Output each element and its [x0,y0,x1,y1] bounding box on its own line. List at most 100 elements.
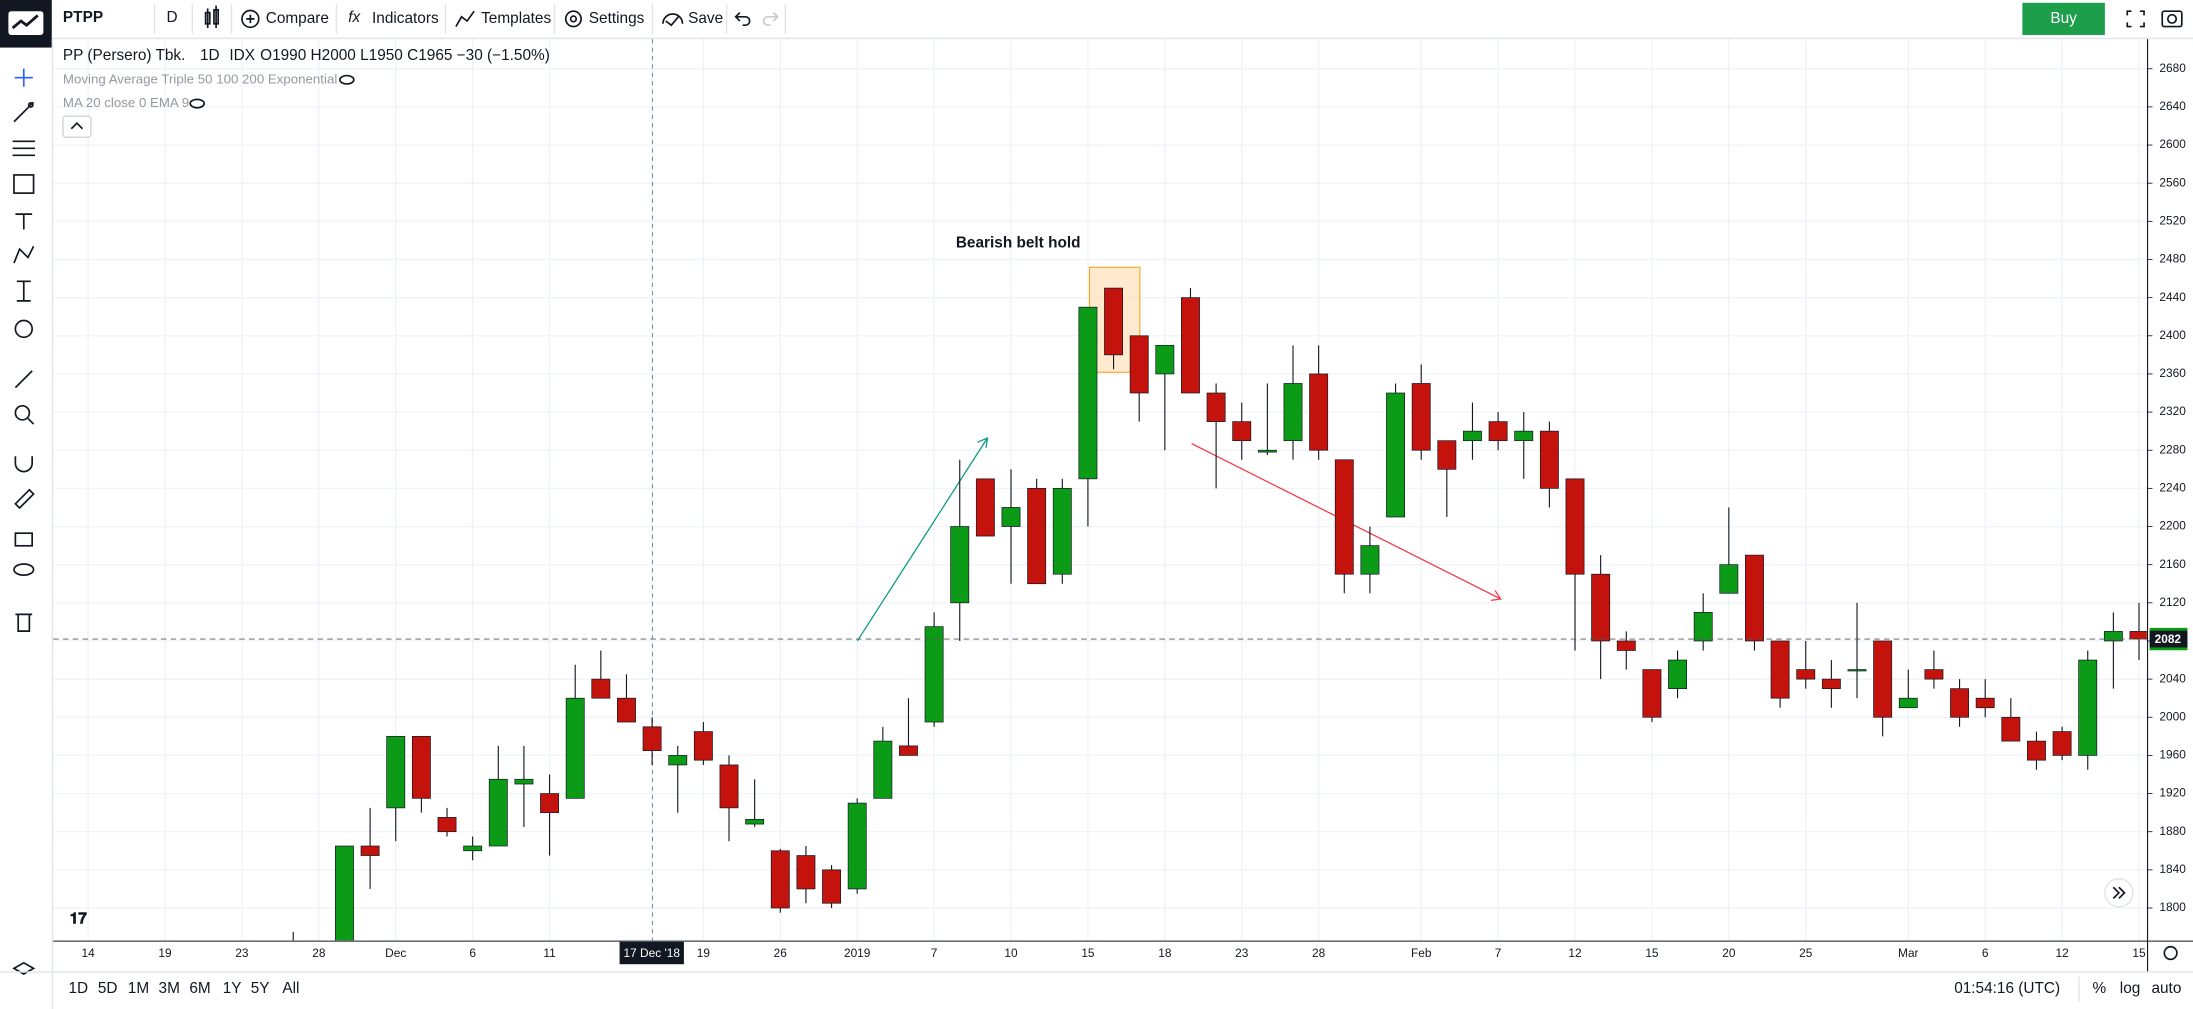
candle-body [770,850,790,909]
x-tick-label: 26 [774,946,788,960]
y-tick-label: 2560 [2159,175,2186,189]
candle-body [2103,631,2123,642]
y-tick-label: 1800 [2159,900,2186,914]
x-tick-label: 15 [1645,946,1659,960]
x-tick-label: Feb [1411,946,1432,960]
legend-exchange: IDX [229,47,255,64]
x-tick-label: 28 [1312,946,1326,960]
compare-plus [246,14,255,24]
redo-button[interactable] [762,12,779,27]
candle-body [1360,545,1380,575]
candle-body [1539,430,1559,489]
candle-body [1488,421,1508,442]
candles-layer [292,287,2147,941]
candle-body [899,745,918,756]
snapshot-lens [2166,13,2178,24]
candle-body [591,678,611,699]
candle-body [540,793,560,813]
fx-icon: fx [348,9,361,26]
indicator-label[interactable]: Moving Average Triple 50 100 200 Exponen… [63,71,337,86]
candle-body [668,755,688,766]
candle-body [1078,306,1098,480]
candle-body [822,869,842,904]
y-tick-label: 2360 [2159,366,2186,380]
x-tick-label: 12 [2055,946,2068,960]
candle-body [437,817,457,833]
collapse-icon [70,121,84,130]
templates-button[interactable]: Templates [481,10,551,27]
y-tick-label: 2040 [2159,671,2186,685]
x-tick-label: 15 [1081,946,1095,960]
collapse-button[interactable] [62,115,92,138]
crosshair-date-box [619,941,684,965]
save-button[interactable]: Save [688,10,723,27]
range-button[interactable]: 3M [159,980,180,997]
range-buttons: 1D 5D 1M 3M 6M 1Y 5Y All [68,980,299,997]
arrow-head [1490,590,1502,601]
indicators-button[interactable]: Indicators [372,10,439,27]
scroll-icon [2112,886,2126,900]
candle-body [847,802,867,890]
x-tick-label: 20 [1722,946,1736,960]
candle-body [975,478,995,537]
hide-icon[interactable] [339,74,355,85]
trend-arrow-up[interactable] [856,437,988,642]
candle-body [1283,383,1303,442]
candle-body [950,526,970,604]
hide-icon[interactable] [189,98,206,109]
range-button[interactable]: 5D [98,980,118,997]
range-button[interactable]: All [282,980,299,997]
x-tick-label: 15 [2132,946,2146,960]
x-tick-label: Mar [1898,946,1918,960]
candle-body [693,731,713,761]
candle-body [2052,731,2072,756]
buy-button[interactable] [2022,2,2105,35]
percent-button[interactable]: % [2092,980,2106,997]
candle-body [1052,488,1072,575]
fullscreen-button[interactable] [2126,10,2145,28]
y-tick-label: 2280 [2159,442,2186,456]
indicator-label[interactable]: MA 20 close 0 EMA 9 [63,95,189,110]
annotation[interactable]: Bearish belt hold [956,235,1081,252]
y-tick-label: 2400 [2159,328,2186,342]
range-button[interactable]: 1Y [223,980,242,997]
candle-body [2001,716,2021,742]
snapshot-button[interactable] [2161,10,2183,28]
range-button[interactable]: 1M [128,980,149,997]
candle-body [1001,507,1021,527]
top-toolbar [0,0,2193,38]
y-tick-label: 2200 [2159,519,2186,533]
candle-body [1616,640,1636,651]
candle-body [565,697,585,799]
templates-icon [455,10,475,28]
compare-button[interactable]: Compare [266,10,329,27]
y-tick-label: 2320 [2159,404,2186,418]
candle-body [488,778,508,847]
tv-logo: 𝟏𝟕 [70,910,88,927]
auto-button[interactable]: auto [2151,980,2181,997]
candle-body [1591,573,1611,642]
log-button[interactable]: log [2120,980,2141,997]
axis-settings-button[interactable] [2163,945,2178,961]
range-button[interactable]: 6M [189,980,210,997]
x-tick-label: 23 [1235,946,1249,960]
candle-body [1514,430,1534,442]
x-tick-label: 2019 [844,946,871,960]
settings-button[interactable]: Settings [589,10,645,27]
chart-type-icon[interactable] [204,5,220,28]
range-button[interactable]: 5Y [251,980,270,997]
candle-body [1181,297,1200,394]
x-tick-label: 18 [1158,946,1172,960]
y-tick-label: 2680 [2159,61,2186,75]
candle-body [1847,669,1867,672]
range-button[interactable]: 1D [68,980,88,997]
candle-body [719,764,739,809]
symbol[interactable]: PTPP [63,9,103,26]
drawing-tools[interactable] [12,68,36,975]
candle-body [796,855,816,890]
candle-body [924,626,944,723]
undo-button[interactable] [734,12,751,27]
interval[interactable]: D [166,9,177,26]
buy-label: Buy [2050,10,2077,27]
